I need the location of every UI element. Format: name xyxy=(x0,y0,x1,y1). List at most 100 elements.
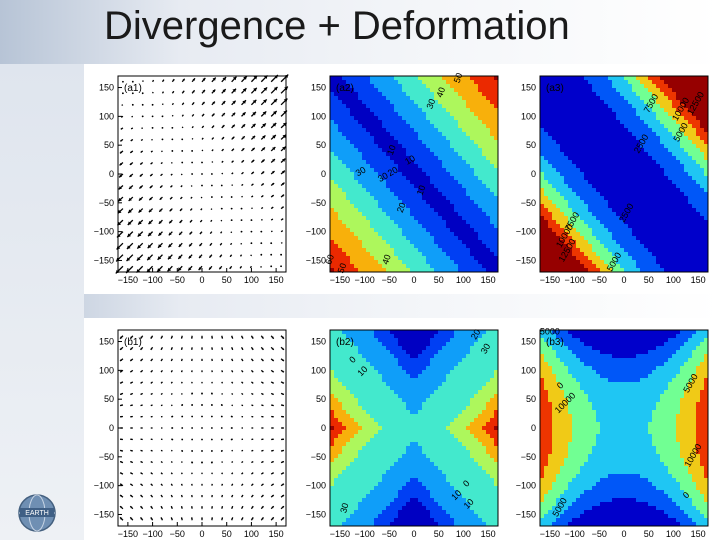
contour-cell xyxy=(660,152,665,157)
contour-cell xyxy=(394,228,399,233)
contour-cell xyxy=(454,172,459,177)
contour-cell xyxy=(490,220,495,225)
contour-cell xyxy=(390,104,395,109)
contour-cell xyxy=(636,96,641,101)
contour-cell xyxy=(704,148,709,153)
contour-cell xyxy=(564,132,569,137)
contour-cell xyxy=(572,76,577,81)
contour-cell xyxy=(696,172,701,177)
contour-cell xyxy=(366,100,371,105)
contour-cell xyxy=(544,192,549,197)
contour-cell xyxy=(688,136,693,141)
contour-cell xyxy=(394,220,399,225)
contour-cell xyxy=(494,76,499,81)
vector-arrowhead xyxy=(232,100,236,104)
contour-cell xyxy=(624,92,629,97)
contour-cell xyxy=(676,100,681,105)
contour-cell xyxy=(584,88,589,93)
vector-arrowhead xyxy=(130,427,132,429)
contour-cell xyxy=(680,184,685,189)
contour-cell xyxy=(612,140,617,145)
slide-title: Divergence + Deformation xyxy=(104,4,570,48)
contour-cell xyxy=(358,196,363,201)
contour-cell xyxy=(346,188,351,193)
contour-cell xyxy=(410,116,415,121)
contour-cell xyxy=(454,92,459,97)
contour-cell xyxy=(632,76,637,81)
contour-cell xyxy=(386,220,391,225)
contour-cell xyxy=(616,220,621,225)
contour-cell xyxy=(486,208,491,213)
contour-cell xyxy=(414,148,419,153)
contour-cell xyxy=(470,120,475,125)
vector-dot xyxy=(240,219,243,222)
contour-cell xyxy=(696,256,701,261)
contour-cell xyxy=(470,232,475,237)
contour-cell xyxy=(620,200,625,205)
contour-cell xyxy=(656,216,661,221)
contour-cell xyxy=(486,204,491,209)
contour-cell xyxy=(414,208,419,213)
contour-cell xyxy=(426,236,431,241)
contour-cell xyxy=(616,212,621,217)
contour-cell xyxy=(600,148,605,153)
contour-cell xyxy=(466,188,471,193)
contour-cell xyxy=(648,108,653,113)
contour-cell xyxy=(490,120,495,125)
contour-cell xyxy=(580,100,585,105)
contour-cell xyxy=(656,164,661,169)
contour-cell xyxy=(450,192,455,197)
vector-arrowhead xyxy=(120,427,122,429)
contour-cell xyxy=(572,244,577,249)
contour-cell xyxy=(580,200,585,205)
contour-cell xyxy=(418,84,423,89)
contour-cell xyxy=(402,240,407,245)
contour-cell xyxy=(418,120,423,125)
contour-cell xyxy=(656,264,661,269)
contour-cell xyxy=(560,120,565,125)
contour-cell xyxy=(540,212,545,217)
contour-cell xyxy=(434,108,439,113)
contour-label: 30 xyxy=(376,170,390,184)
contour-cell xyxy=(596,172,601,177)
contour-cell xyxy=(592,104,597,109)
contour-cell xyxy=(346,136,351,141)
contour-cell xyxy=(636,228,641,233)
contour-cell xyxy=(572,148,577,153)
contour-cell xyxy=(624,200,629,205)
contour-cell xyxy=(350,252,355,257)
contour-cell xyxy=(604,88,609,93)
contour-cell xyxy=(676,232,681,237)
contour-cell xyxy=(406,124,411,129)
contour-cell xyxy=(660,232,665,237)
contour-cell xyxy=(544,180,549,185)
contour-cell xyxy=(556,132,561,137)
contour-cell xyxy=(366,168,371,173)
contour-cell xyxy=(374,164,379,169)
contour-cell xyxy=(430,112,435,117)
contour-cell xyxy=(330,128,335,133)
contour-cell xyxy=(386,192,391,197)
contour-cell xyxy=(568,248,573,253)
contour-cell xyxy=(382,212,387,217)
contour-cell xyxy=(426,268,431,273)
contour-cell xyxy=(688,96,693,101)
contour-cell xyxy=(482,136,487,141)
contour-cell xyxy=(648,80,653,85)
contour-cell xyxy=(402,184,407,189)
contour-cell xyxy=(664,136,669,141)
contour-cell xyxy=(700,104,705,109)
contour-cell xyxy=(672,148,677,153)
contour-cell xyxy=(656,76,661,81)
contour-cell xyxy=(398,132,403,137)
contour-cell xyxy=(342,156,347,161)
contour-cell xyxy=(418,256,423,261)
contour-cell xyxy=(596,112,601,117)
contour-cell xyxy=(684,260,689,265)
contour-cell xyxy=(624,224,629,229)
contour-cell xyxy=(684,160,689,165)
contour-cell xyxy=(664,164,669,169)
contour-cell xyxy=(620,128,625,133)
contour-cell xyxy=(374,240,379,245)
contour-cell xyxy=(454,136,459,141)
